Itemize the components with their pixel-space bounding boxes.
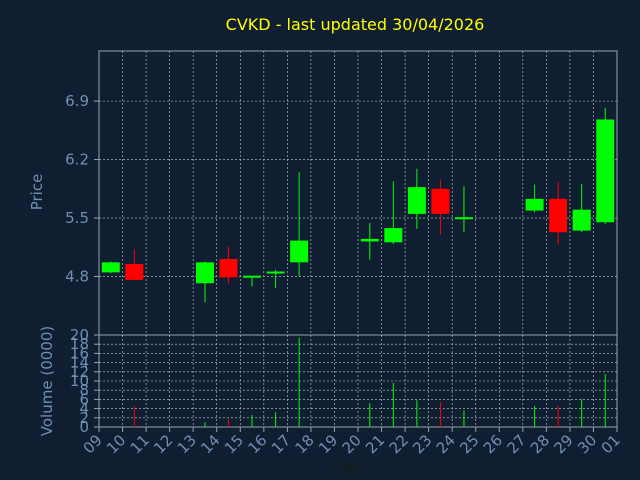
x-tick-label: 28 xyxy=(527,431,553,457)
candle-body xyxy=(101,262,120,273)
x-tick-label: 24 xyxy=(433,431,459,457)
volume-y-tick-label: 2 xyxy=(79,409,89,427)
volume-y-tick-label: 0 xyxy=(79,418,89,436)
candle-body xyxy=(549,198,568,233)
volume-y-tick-label: 16 xyxy=(70,344,89,362)
candle-body xyxy=(572,209,591,231)
x-tick-label: 18 xyxy=(292,431,318,457)
x-tick-label: 14 xyxy=(197,431,223,457)
candle-body xyxy=(431,188,450,214)
volume-grid xyxy=(99,335,617,427)
x-tick-label: 12 xyxy=(150,431,176,457)
x-tick-label: 26 xyxy=(480,431,506,457)
x-axis: 0910111213141516171819202122232425262728… xyxy=(80,427,624,457)
volume-y-tick-label: 4 xyxy=(79,400,89,418)
candles xyxy=(101,107,615,303)
x-tick-label: 13 xyxy=(174,431,200,457)
x-tick-label: 27 xyxy=(503,431,529,457)
price-grid xyxy=(99,51,617,335)
x-axis-label: Day xyxy=(333,458,363,476)
volume-axis-label: Volume (0000) xyxy=(38,326,56,436)
candle-body xyxy=(407,187,426,214)
candle-body xyxy=(360,238,379,242)
price-y-tick-label: 4.8 xyxy=(65,268,89,286)
volume-y-tick-label: 10 xyxy=(70,372,89,390)
candle-body xyxy=(596,119,615,223)
candle-body xyxy=(125,264,144,280)
x-tick-label: 01 xyxy=(598,431,624,457)
candle-body xyxy=(525,198,544,211)
x-tick-label: 22 xyxy=(386,431,412,457)
candle-body xyxy=(266,271,285,274)
volume-y-tick-label: 8 xyxy=(79,381,89,399)
candle-body xyxy=(384,228,403,243)
candle-body xyxy=(290,240,309,263)
x-tick-label: 23 xyxy=(409,431,435,457)
candle-body xyxy=(195,262,214,284)
x-tick-label: 29 xyxy=(551,431,577,457)
x-tick-label: 11 xyxy=(127,431,153,457)
x-tick-label: 25 xyxy=(456,431,482,457)
volume-y-tick-label: 20 xyxy=(70,326,89,344)
x-tick-label: 21 xyxy=(362,431,388,457)
volume-y-tick-label: 18 xyxy=(70,335,89,353)
x-tick-label: 16 xyxy=(244,431,270,457)
x-tick-label: 20 xyxy=(339,431,365,457)
volume-y-tick-label: 14 xyxy=(70,354,89,372)
price-y-tick-label: 6.2 xyxy=(65,151,89,169)
x-tick-label: 15 xyxy=(221,431,247,457)
volume-y-tick-label: 6 xyxy=(79,390,89,408)
candle-body xyxy=(454,217,473,220)
candle-body xyxy=(243,275,262,278)
x-tick-label: 19 xyxy=(315,431,341,457)
volume-bars xyxy=(133,337,606,427)
volume-y-tick-label: 12 xyxy=(70,363,89,381)
price-y-tick-label: 5.5 xyxy=(65,209,89,227)
price-panel: 4.8 5.5 6.2 6.9 xyxy=(65,50,618,336)
price-y-tick-label: 6.9 xyxy=(65,92,89,110)
chart-title: CVKD - last updated 30/04/2026 xyxy=(226,15,485,34)
x-tick-label: 10 xyxy=(103,431,129,457)
price-y-axis: 4.8 5.5 6.2 6.9 xyxy=(65,92,99,286)
x-tick-label: 17 xyxy=(268,431,294,457)
candle-body xyxy=(219,258,238,278)
x-tick-label: 30 xyxy=(574,431,600,457)
price-axis-label: Price xyxy=(28,174,46,211)
